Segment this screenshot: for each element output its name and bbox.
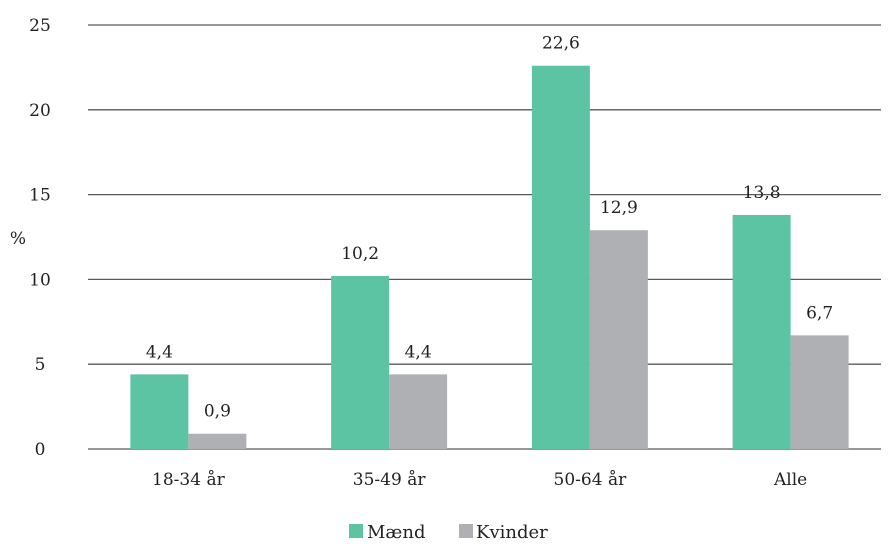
bar-kvinder [589, 230, 648, 449]
data-label: 4,4 [405, 342, 432, 362]
data-label: 0,9 [204, 402, 231, 422]
data-label: 6,7 [806, 303, 833, 323]
legend-swatch-kvinder [459, 524, 473, 538]
data-label: 22,6 [542, 34, 580, 54]
x-tick-label: Alle [773, 470, 807, 490]
x-axis-ticks: 18-34 år 35-49 år 50-64 år Alle [152, 470, 807, 490]
y-tick-label: 25 [29, 16, 51, 36]
y-tick-label: 5 [35, 355, 46, 375]
bar-kvinder [188, 433, 247, 449]
y-tick-label: 15 [29, 186, 51, 206]
x-tick-label: 35-49 år [353, 470, 427, 490]
y-tick-label: 0 [35, 440, 46, 460]
legend-label-maend: Mænd [367, 522, 425, 540]
bar-maend [732, 214, 791, 449]
bar-maend [130, 374, 189, 449]
y-axis-ticks: 0 5 10 15 20 25 [29, 16, 51, 460]
y-tick-label: 20 [29, 101, 51, 121]
data-label: 13,8 [743, 183, 781, 203]
bars [130, 65, 849, 449]
bar-maend [531, 65, 590, 449]
bar-maend [331, 276, 390, 449]
legend-swatch-maend [349, 524, 363, 538]
y-axis-label: % [10, 229, 26, 249]
y-tick-label: 10 [29, 270, 51, 290]
legend-label-kvinder: Kvinder [476, 522, 548, 540]
data-labels: 4,4 0,9 10,2 4,4 22,6 12,9 13,8 6,7 [146, 34, 833, 422]
legend: Mænd Kvinder [349, 522, 548, 543]
data-label: 4,4 [146, 342, 173, 362]
x-tick-label: 50-64 år [554, 470, 628, 490]
data-label: 10,2 [341, 244, 379, 264]
bar-kvinder [389, 374, 448, 449]
x-tick-label: 18-34 år [152, 470, 226, 490]
data-label: 12,9 [600, 198, 638, 218]
bar-kvinder [790, 335, 849, 449]
